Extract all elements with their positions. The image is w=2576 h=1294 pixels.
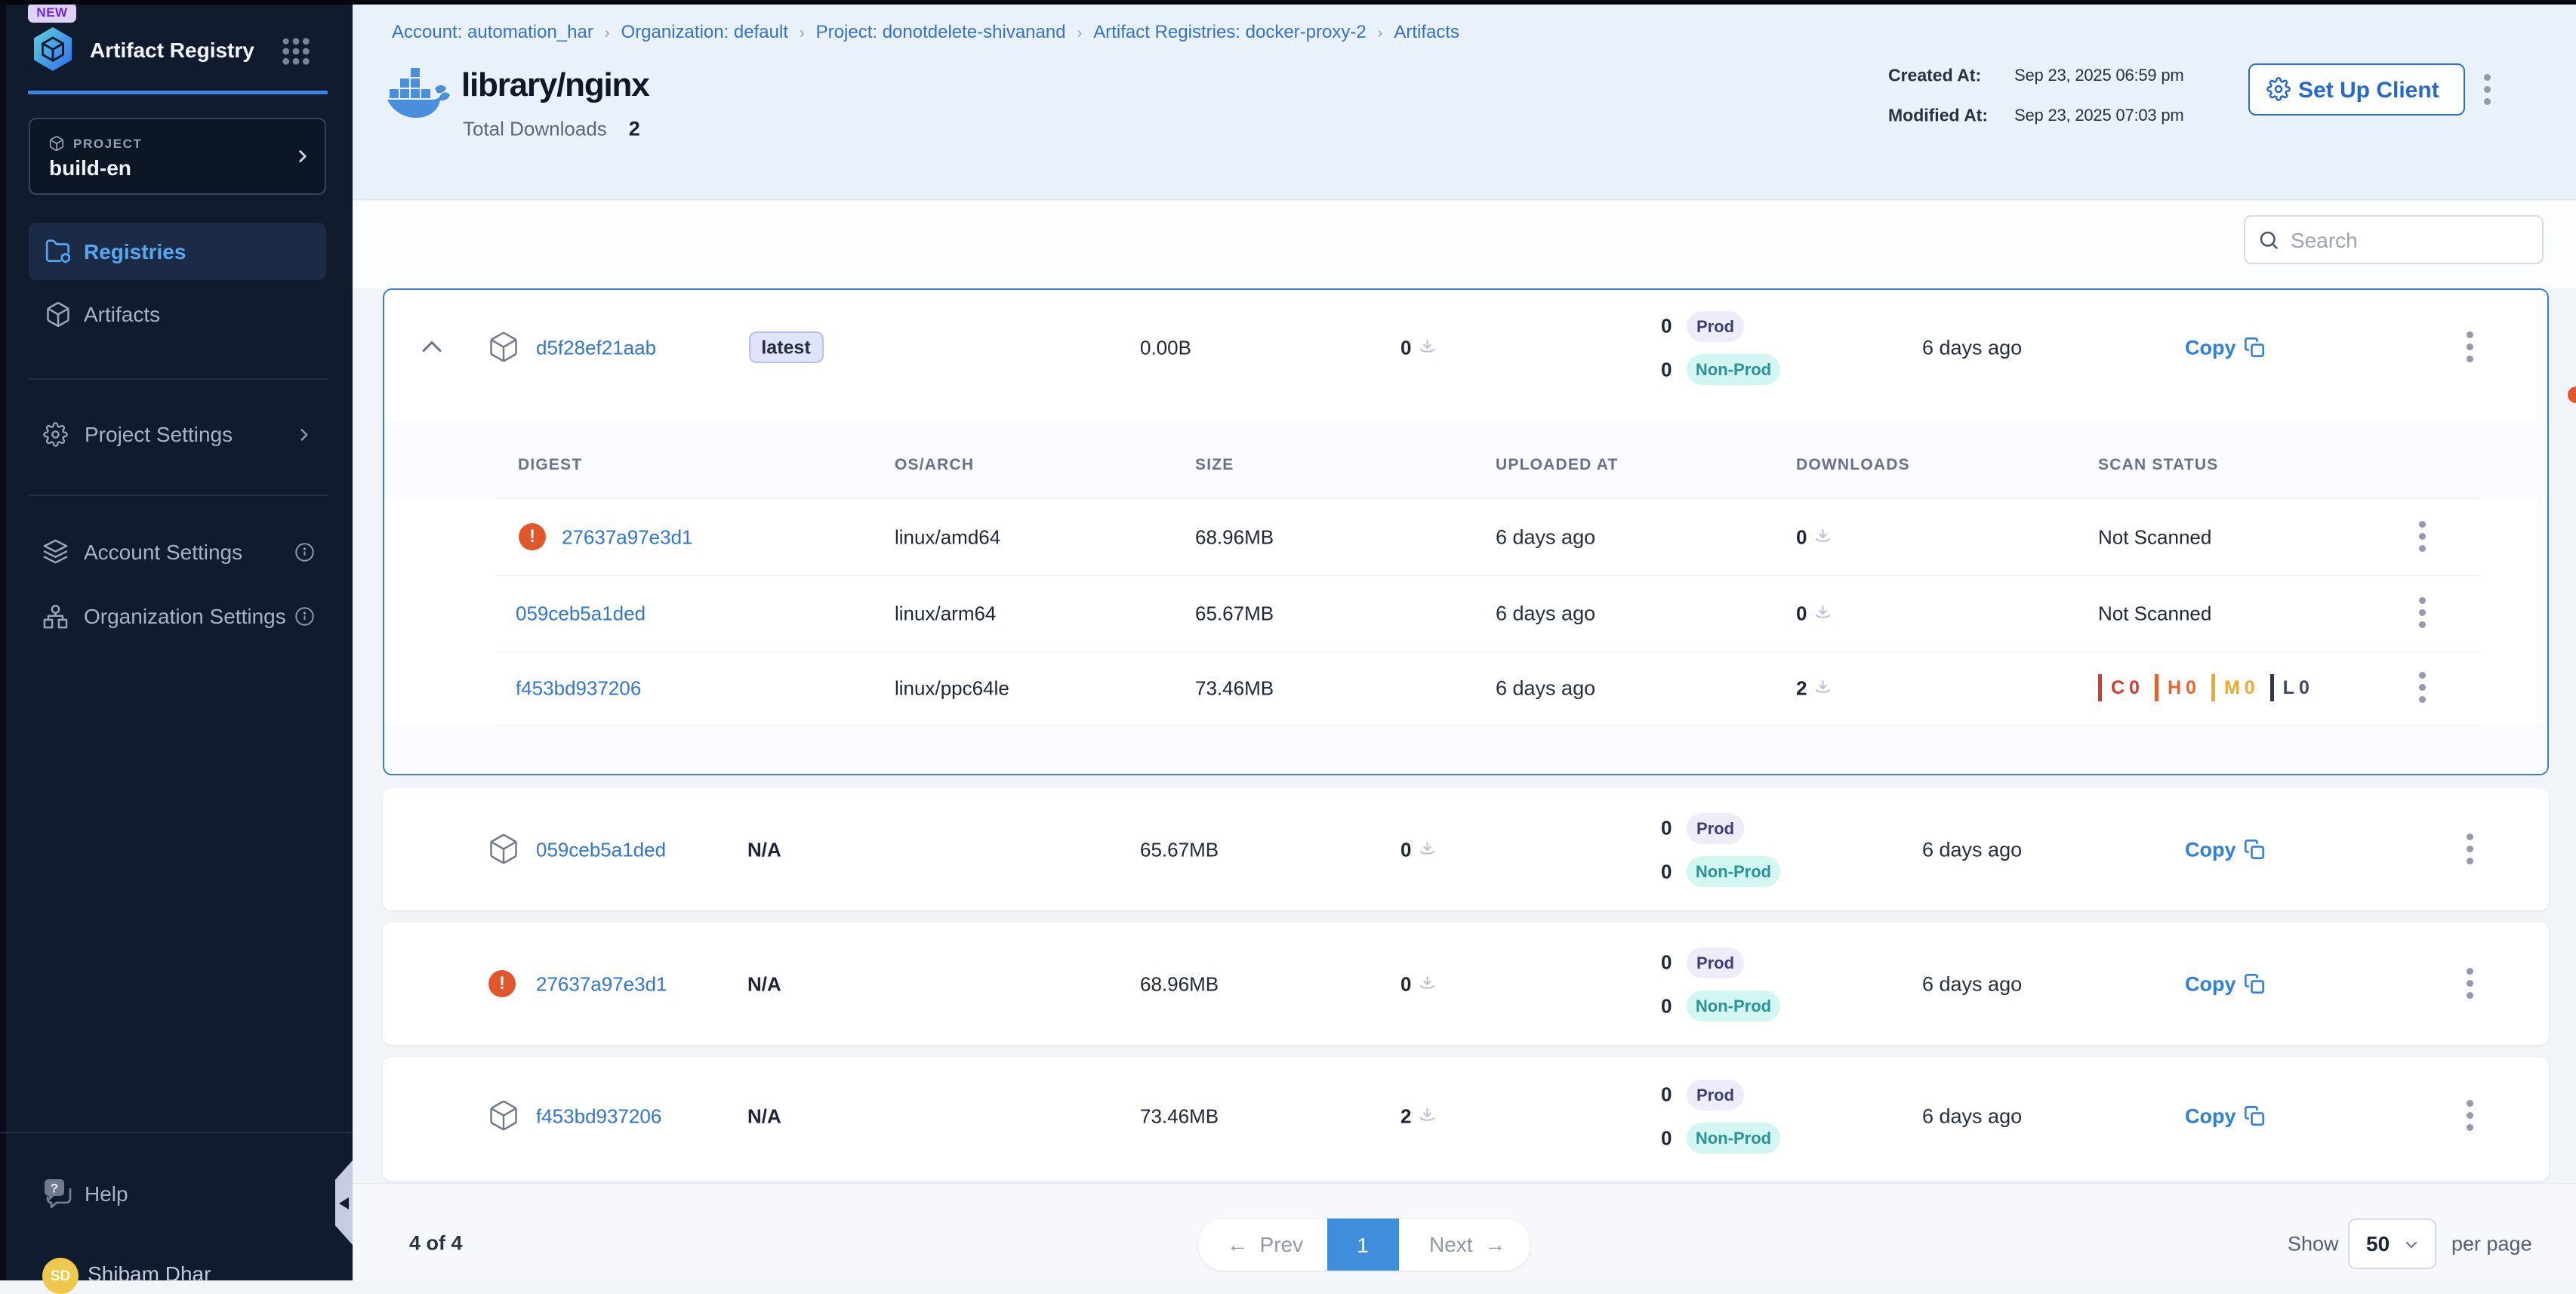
svg-text:?: ? xyxy=(51,1182,58,1196)
